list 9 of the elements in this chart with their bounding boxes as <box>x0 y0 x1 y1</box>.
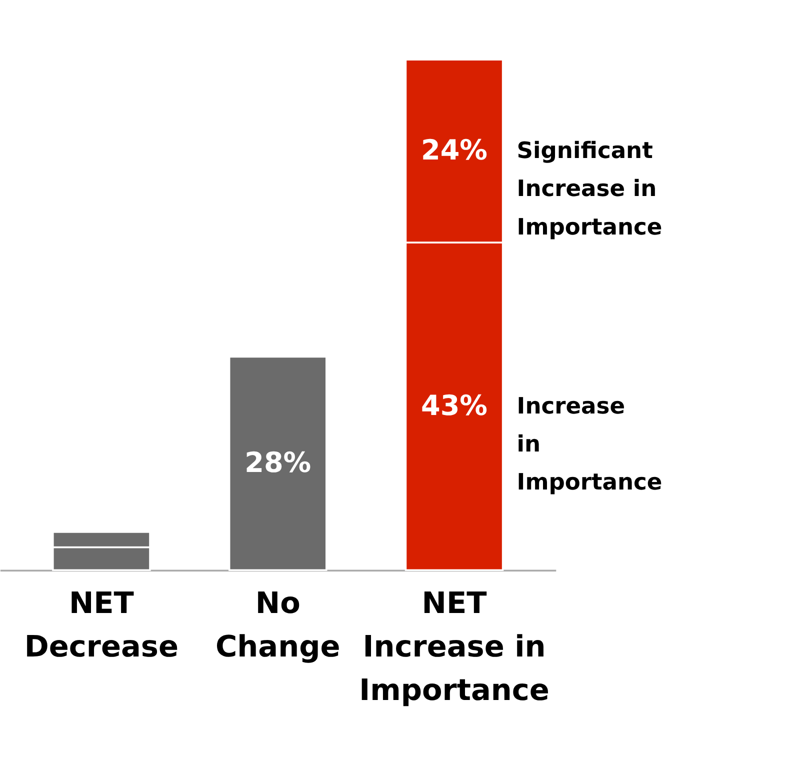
data-label: 24% <box>421 134 488 167</box>
x-tick-label: No Change <box>215 586 340 664</box>
series-label: Significant Increase in Importance <box>516 138 662 240</box>
bar <box>228 356 328 572</box>
data-label: 28% <box>244 446 312 480</box>
data-label: 43% <box>421 389 488 422</box>
x-tick-label: NET Decrease <box>24 586 178 664</box>
x-tick-label: NET Increase in Importance <box>359 586 550 707</box>
series-label: Increase in Importance <box>516 393 662 496</box>
